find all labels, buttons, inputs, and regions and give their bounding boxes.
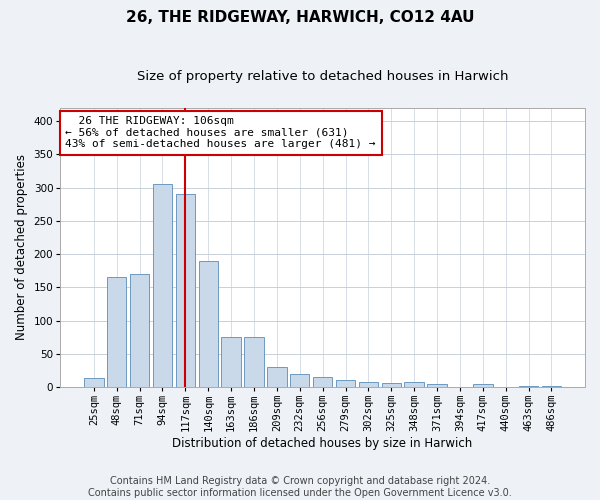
Text: 26 THE RIDGEWAY: 106sqm
← 56% of detached houses are smaller (631)
43% of semi-d: 26 THE RIDGEWAY: 106sqm ← 56% of detache… [65,116,376,150]
Bar [130,274,149,387]
Bar [199,260,218,387]
Bar [427,384,447,387]
Bar [473,384,493,387]
Text: 26, THE RIDGEWAY, HARWICH, CO12 4AU: 26, THE RIDGEWAY, HARWICH, CO12 4AU [126,10,474,25]
Bar [542,386,561,387]
Bar [267,367,287,387]
Bar [336,380,355,387]
Bar [244,337,264,387]
Bar [221,337,241,387]
Text: Contains HM Land Registry data © Crown copyright and database right 2024.
Contai: Contains HM Land Registry data © Crown c… [88,476,512,498]
Bar [84,378,104,387]
Bar [404,382,424,387]
X-axis label: Distribution of detached houses by size in Harwich: Distribution of detached houses by size … [173,437,473,450]
Bar [382,383,401,387]
Bar [519,386,538,387]
Bar [290,374,310,387]
Y-axis label: Number of detached properties: Number of detached properties [15,154,28,340]
Title: Size of property relative to detached houses in Harwich: Size of property relative to detached ho… [137,70,508,83]
Bar [153,184,172,387]
Bar [313,377,332,387]
Bar [107,278,127,387]
Bar [359,382,378,387]
Bar [176,194,195,387]
